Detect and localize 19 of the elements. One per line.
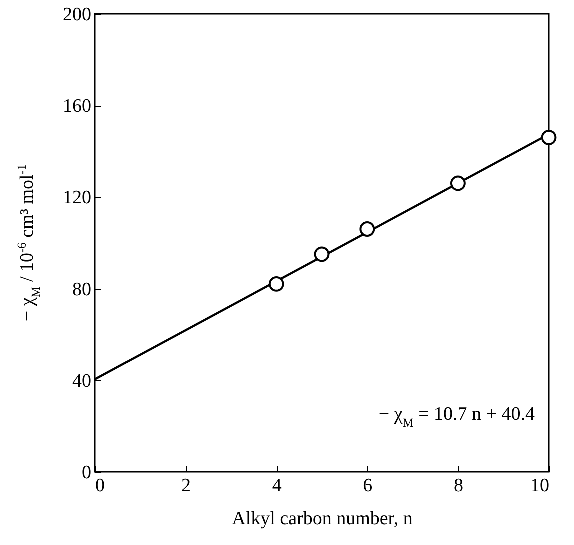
point: [450, 176, 466, 192]
y-tick-label: 200: [63, 4, 92, 26]
point: [541, 130, 557, 146]
y-tick-label: 0: [82, 462, 92, 484]
x-tick-label: 6: [363, 476, 373, 496]
x-tick-label: 0: [96, 476, 105, 496]
y-tick-label: 120: [63, 188, 92, 209]
x-tick-label: 2: [182, 476, 192, 496]
y-tick-label: 160: [63, 96, 92, 118]
y-tick-label: 80: [72, 279, 92, 300]
x-axis-title: Alkyl carbon number, n: [232, 508, 414, 530]
x-tick-label: 8: [454, 476, 464, 496]
y-tick-label: 40: [72, 370, 92, 392]
annotation: − χ$_{M}$ = 10.7 n + 40.4: [378, 404, 536, 430]
point: [314, 246, 330, 262]
x-tick-label: 10: [530, 476, 550, 496]
point: [268, 276, 284, 292]
x-tick-label: 4: [272, 476, 282, 496]
point: [360, 222, 376, 237]
